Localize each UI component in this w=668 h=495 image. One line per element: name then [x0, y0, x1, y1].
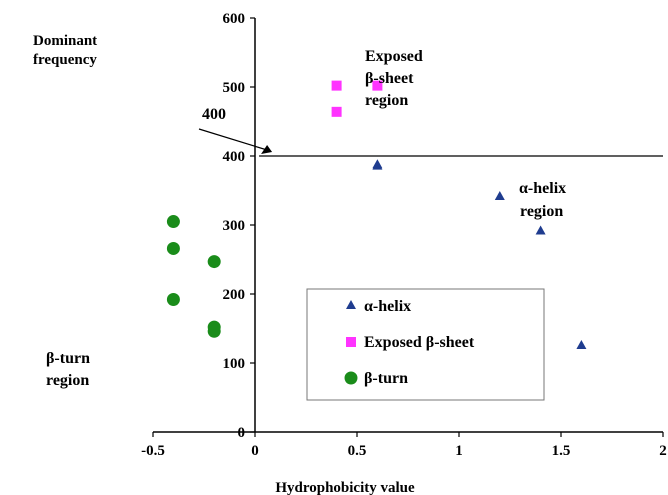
- y-tick-label: 200: [223, 287, 246, 303]
- line-value-annotation: 400: [202, 106, 226, 123]
- y-tick-label: 300: [223, 218, 246, 234]
- helix-point: [535, 225, 546, 235]
- turn-point: [166, 215, 180, 229]
- y-tick-label: 600: [223, 11, 246, 27]
- legend-label-sheet: Exposed β-sheet: [364, 334, 475, 351]
- data-points: [166, 80, 587, 350]
- sheet-point: [331, 80, 342, 91]
- helix-region-label-1: α-helix: [519, 180, 566, 197]
- annotation-arrow: [198, 128, 273, 154]
- x-tick-label: 1.5: [552, 443, 571, 459]
- legend-marker-turn: [344, 371, 358, 385]
- helix-point: [576, 340, 587, 350]
- x-tick-label: 2: [659, 443, 667, 459]
- sheet-region-label-2: β-sheet: [365, 70, 414, 87]
- x-tick-label: 0: [251, 443, 259, 459]
- y-axis-label-line1: Dominant: [33, 33, 97, 49]
- helix-point: [372, 160, 383, 170]
- turn-region-label-1: β-turn: [46, 350, 90, 367]
- turn-region-label-2: region: [46, 372, 89, 389]
- y-tick-label: 400: [223, 149, 246, 165]
- turn-point: [207, 255, 221, 269]
- x-tick-label: -0.5: [141, 443, 165, 459]
- y-tick-label: 500: [223, 80, 246, 96]
- sheet-point: [372, 80, 383, 91]
- sheet-region-label-1: Exposed: [365, 48, 423, 65]
- x-axis-label: Hydrophobicity value: [275, 480, 415, 495]
- helix-region-label-2: region: [520, 203, 563, 220]
- y-axis-label-line2: frequency: [33, 52, 97, 68]
- legend-marker-helix: [346, 300, 356, 309]
- turn-point: [207, 324, 221, 338]
- legend-markers: [344, 300, 358, 385]
- axes: -0.5 0 0.5 1 1.5 2 0 100 200 300 400 500 600: [141, 11, 667, 459]
- helix-point: [494, 191, 505, 201]
- arrow-head: [261, 145, 273, 154]
- y-tick-label: 100: [223, 356, 246, 372]
- x-tick-label: 0.5: [348, 443, 367, 459]
- arrow-shaft: [198, 128, 268, 151]
- turn-point: [166, 241, 180, 255]
- turn-point: [166, 293, 180, 307]
- legend-label-turn: β-turn: [364, 370, 408, 387]
- legend: α-helix Exposed β-sheet β-turn: [306, 288, 545, 401]
- y-tick-label: 0: [238, 425, 246, 441]
- x-tick-label: 1: [455, 443, 463, 459]
- sheet-region-label-3: region: [365, 92, 408, 109]
- sheet-point: [331, 106, 342, 117]
- legend-marker-sheet: [346, 337, 356, 347]
- legend-label-helix: α-helix: [364, 298, 411, 315]
